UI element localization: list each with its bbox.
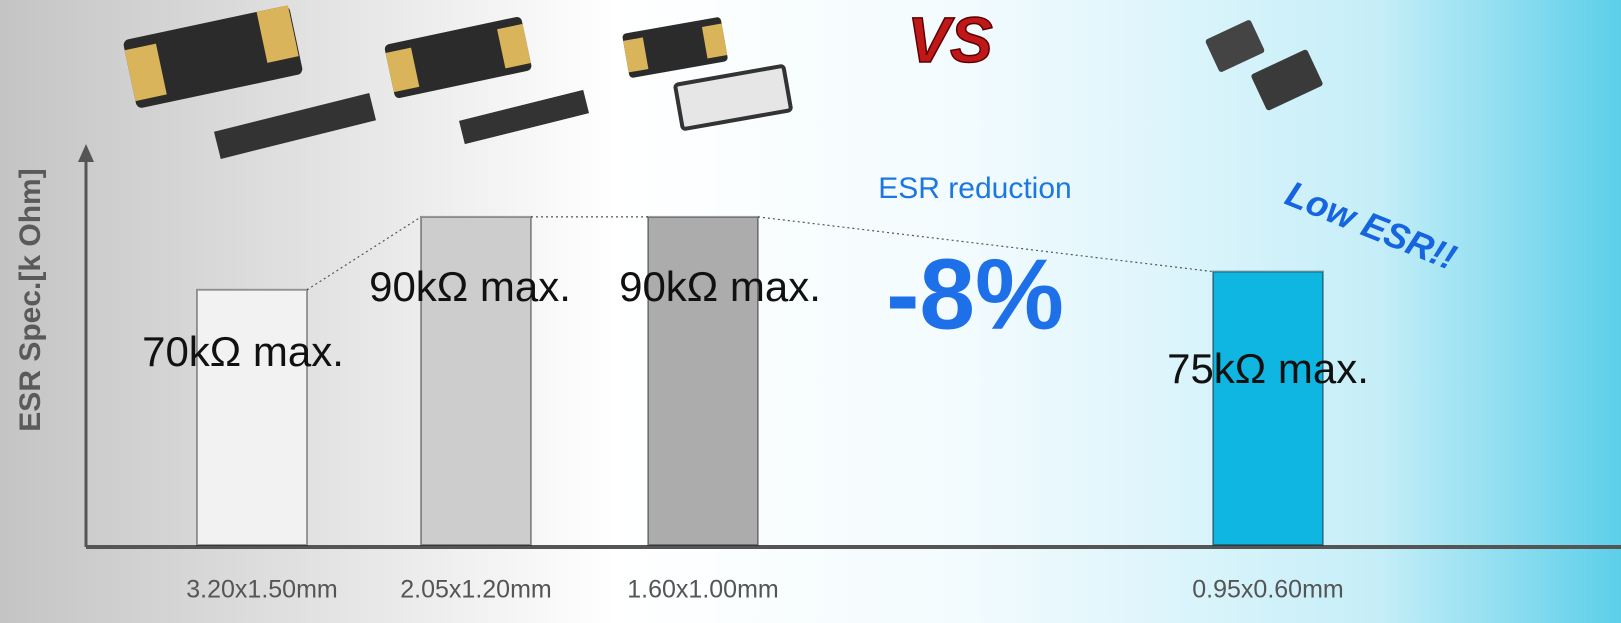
trend-line — [757, 216, 1214, 273]
bar — [647, 215, 759, 546]
value-label: 75kΩ max. — [1167, 345, 1369, 392]
value-label: 90kΩ max. — [369, 263, 571, 310]
reduction-label: ESR reduction — [878, 172, 1071, 205]
vs-label: VS — [907, 4, 993, 76]
x-tick-label: 3.20x1.50mm — [186, 576, 337, 604]
value-label: 90kΩ max. — [619, 263, 821, 310]
product-images — [123, 5, 1323, 159]
value-label: 70kΩ max. — [142, 328, 344, 375]
bar — [196, 288, 308, 546]
x-tick-label: 2.05x1.20mm — [400, 576, 551, 604]
bar — [1212, 270, 1324, 546]
y-axis-label: ESR Spec.[k Ohm] — [14, 168, 47, 431]
y-axis-arrow — [78, 144, 94, 162]
percent-label: -8% — [886, 238, 1064, 350]
x-tick-label: 1.60x1.00mm — [627, 576, 778, 604]
bar — [420, 215, 532, 546]
x-tick-label: 0.95x0.60mm — [1192, 576, 1343, 604]
